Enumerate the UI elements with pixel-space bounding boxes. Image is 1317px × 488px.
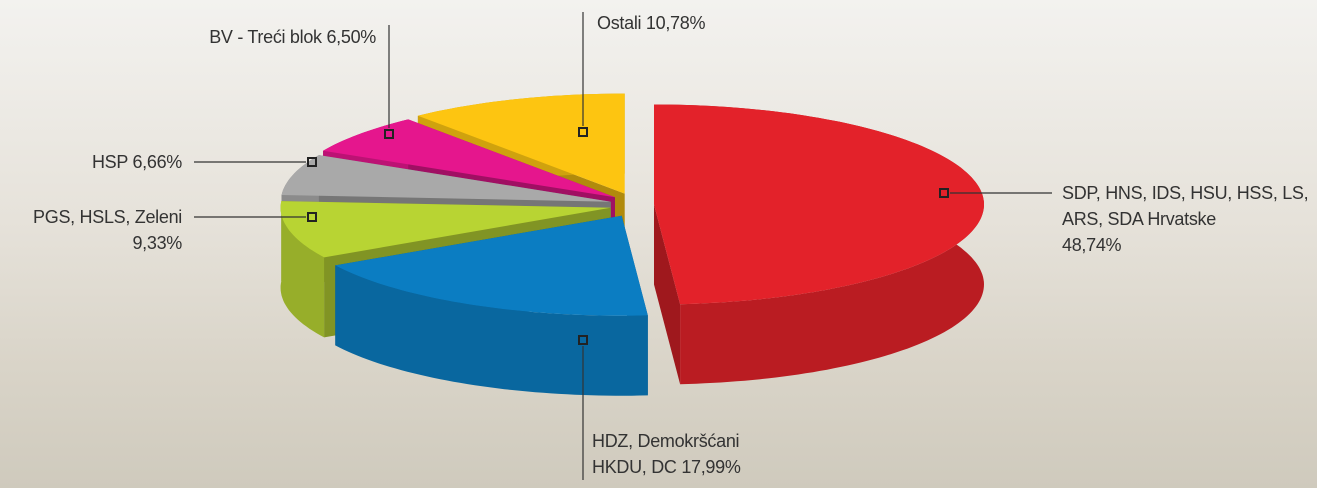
value-label: 9,33% bbox=[132, 233, 182, 253]
label-marker bbox=[578, 335, 588, 345]
slice-label: PGS, HSLS, Zeleni 9,33% bbox=[10, 204, 182, 256]
slice-top bbox=[417, 93, 625, 194]
slice-top bbox=[280, 201, 611, 258]
value-label: 6,50% bbox=[326, 27, 376, 47]
category-label: Ostali bbox=[597, 13, 642, 33]
category-label: HDZ, Demokršćani HKDU, DC bbox=[592, 431, 740, 477]
category-label: SDP, HNS, IDS, HSU, HSS, LS, ARS, SDA Hr… bbox=[1062, 183, 1309, 229]
slice-label: HSP 6,66% bbox=[10, 149, 182, 175]
label-marker bbox=[939, 188, 949, 198]
slice-wall bbox=[280, 201, 325, 338]
value-label: 10,78% bbox=[645, 13, 706, 33]
slice-label: SDP, HNS, IDS, HSU, HSS, LS, ARS, SDA Hr… bbox=[1062, 180, 1312, 258]
slice-wall bbox=[335, 265, 648, 396]
label-marker bbox=[307, 212, 317, 222]
slice-label: HDZ, Demokršćani HKDU, DC 17,99% bbox=[592, 428, 787, 480]
category-label: PGS, HSLS, Zeleni bbox=[33, 207, 182, 227]
value-label: 6,66% bbox=[132, 152, 182, 172]
label-marker bbox=[578, 127, 588, 137]
value-label: 48,74% bbox=[1062, 235, 1122, 255]
value-label: 17,99% bbox=[681, 457, 741, 477]
label-marker bbox=[384, 129, 394, 139]
label-marker bbox=[307, 157, 317, 167]
slice-top bbox=[654, 104, 984, 305]
slice-top bbox=[323, 119, 615, 198]
slice-top bbox=[335, 215, 648, 316]
pie-slice bbox=[335, 215, 648, 396]
slice-label: Ostali 10,78% bbox=[597, 10, 797, 36]
category-label: HSP bbox=[91, 152, 128, 172]
slice-side bbox=[654, 204, 681, 385]
category-label: BV - Treći blok bbox=[209, 27, 322, 47]
slice-top bbox=[281, 155, 611, 202]
slice-label: BV - Treći blok 6,50% bbox=[100, 24, 376, 50]
pie-slice bbox=[654, 104, 984, 385]
